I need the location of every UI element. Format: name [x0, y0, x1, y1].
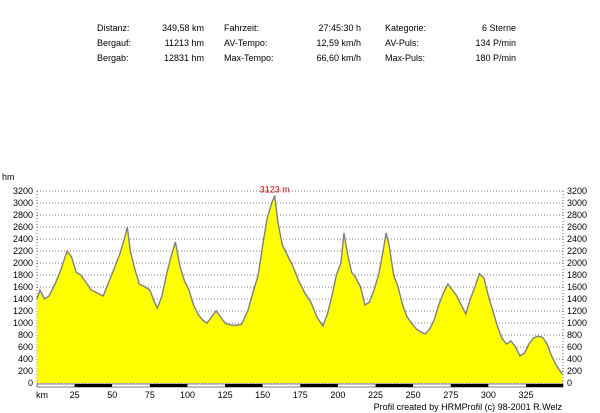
stat-value-max-speed: 66,60 km/h [316, 53, 361, 63]
elevation-line [36, 195, 563, 375]
y-tick-label-right: 2200 [567, 246, 587, 256]
stat-value-descent: 12831 hm [163, 53, 204, 63]
x-axis-segment [375, 384, 414, 387]
stat-label-max-speed: Max-Tempo: [224, 53, 274, 63]
x-tick-label: 50 [107, 390, 117, 400]
x-axis-segment [149, 384, 188, 387]
x-tick-label: 175 [293, 390, 308, 400]
y-tick-label-right: 1600 [567, 282, 587, 292]
y-tick-label-right: 800 [567, 330, 582, 340]
y-tick-label-left: 1400 [13, 294, 33, 304]
stat-value-distance: 349,58 km [161, 23, 204, 33]
x-axis-segment [74, 384, 113, 387]
y-tick-label-right: 2400 [567, 234, 587, 244]
y-tick-label-right: 1200 [567, 306, 587, 316]
y-tick-label-left: 800 [18, 330, 33, 340]
x-tick-label: 325 [518, 390, 533, 400]
stat-value-max-pulse: 180 P/min [475, 53, 516, 63]
y-tick-label-left: 1800 [13, 270, 33, 280]
y-tick-label-left: 600 [18, 342, 33, 352]
x-tick-label: 225 [368, 390, 383, 400]
y-tick-label-left: 1200 [13, 306, 33, 316]
stat-label-descent: Bergab: [97, 53, 129, 63]
y-tick-label-left: 3000 [13, 198, 33, 208]
y-tick-label-right: 3000 [567, 198, 587, 208]
x-axis-segment [300, 384, 338, 387]
stat-value-time: 27:45:30 h [318, 23, 361, 33]
y-tick-label-right: 2600 [567, 222, 587, 232]
y-tick-label-left: 1000 [13, 318, 33, 328]
x-axis-segment [413, 384, 451, 387]
y-axis-label: hm [2, 172, 15, 182]
x-tick-label: 100 [180, 390, 195, 400]
credit-text: Profil created by HRMProfil (c) 98-2001 … [373, 402, 562, 412]
x-axis-segment [488, 384, 527, 387]
y-tick-label-left: 400 [18, 354, 33, 364]
x-axis-segment [112, 384, 150, 387]
stat-label-ascent: Bergauf: [97, 38, 132, 48]
x-tick-label: 300 [481, 390, 496, 400]
y-tick-label-left: 2000 [13, 258, 33, 268]
x-tick-label: 275 [443, 390, 458, 400]
y-tick-label-right: 0 [567, 378, 572, 388]
x-axis-label: km [36, 390, 48, 400]
stat-value-avg-pulse: 134 P/min [475, 38, 516, 48]
y-tick-label-right: 200 [567, 366, 582, 376]
x-axis: 25 50 75 100 125 150 175 200 225 250 275 300 325 [36, 383, 564, 400]
y-tick-label-left: 2600 [13, 222, 33, 232]
stat-label-category: Kategorie: [385, 23, 427, 33]
x-tick-label: 125 [218, 390, 233, 400]
x-tick-label: 75 [145, 390, 155, 400]
elevation-area [37, 195, 563, 383]
stat-value-ascent: 11213 hm [164, 38, 204, 48]
stat-label-distance: Distanz: [97, 23, 130, 33]
x-axis-segment [37, 384, 75, 387]
y-ticks-right: 0 200 400 600 800 1000 1200 1400 1600 1800 2000 220… [567, 186, 587, 388]
stat-label-avg-pulse: AV-Puls: [385, 38, 419, 48]
x-tick-label: 200 [330, 390, 345, 400]
y-tick-label-right: 400 [567, 354, 582, 364]
stat-label-time: Fahrzeit: [224, 23, 260, 33]
stat-value-category: 6 Sterne [481, 23, 516, 33]
stat-label-max-pulse: Max-Puls: [385, 53, 426, 63]
y-tick-label-left: 2200 [13, 246, 33, 256]
y-tick-label-right: 600 [567, 342, 582, 352]
x-tick-label: 150 [255, 390, 270, 400]
y-tick-label-left: 200 [18, 366, 33, 376]
y-tick-label-right: 1800 [567, 270, 587, 280]
x-axis-bar [36, 383, 564, 388]
y-tick-label-right: 2000 [567, 258, 587, 268]
x-tick-label: 250 [406, 390, 421, 400]
stat-value-avg-speed: 12,59 km/h [316, 38, 361, 48]
y-tick-label-left: 1600 [13, 282, 33, 292]
x-axis-segment [337, 384, 376, 387]
peak-annotation: 3123 m [260, 185, 290, 195]
y-tick-label-left: 2400 [13, 234, 33, 244]
y-tick-label-right: 3200 [567, 186, 587, 196]
stats-panel: Distanz: 349,58 km Bergauf: 11213 hm Ber… [0, 0, 600, 80]
y-tick-label-right: 1000 [567, 318, 587, 328]
x-axis-segment [526, 384, 563, 387]
x-axis-segment [450, 384, 489, 387]
y-tick-label-right: 2800 [567, 210, 587, 220]
x-axis-segment [262, 384, 301, 387]
x-axis-segment [225, 384, 263, 387]
stat-label-avg-speed: AV-Tempo: [224, 38, 268, 48]
y-tick-label-left: 3200 [13, 186, 33, 196]
x-tick-label: 25 [70, 390, 80, 400]
y-tick-label-left: 2800 [13, 210, 33, 220]
y-tick-label-left: 0 [28, 378, 33, 388]
x-axis-segment [187, 384, 226, 387]
y-tick-label-right: 1400 [567, 294, 587, 304]
y-ticks-left: 0 200 400 600 800 1000 1200 1400 1600 1800 2000 220… [13, 186, 33, 388]
